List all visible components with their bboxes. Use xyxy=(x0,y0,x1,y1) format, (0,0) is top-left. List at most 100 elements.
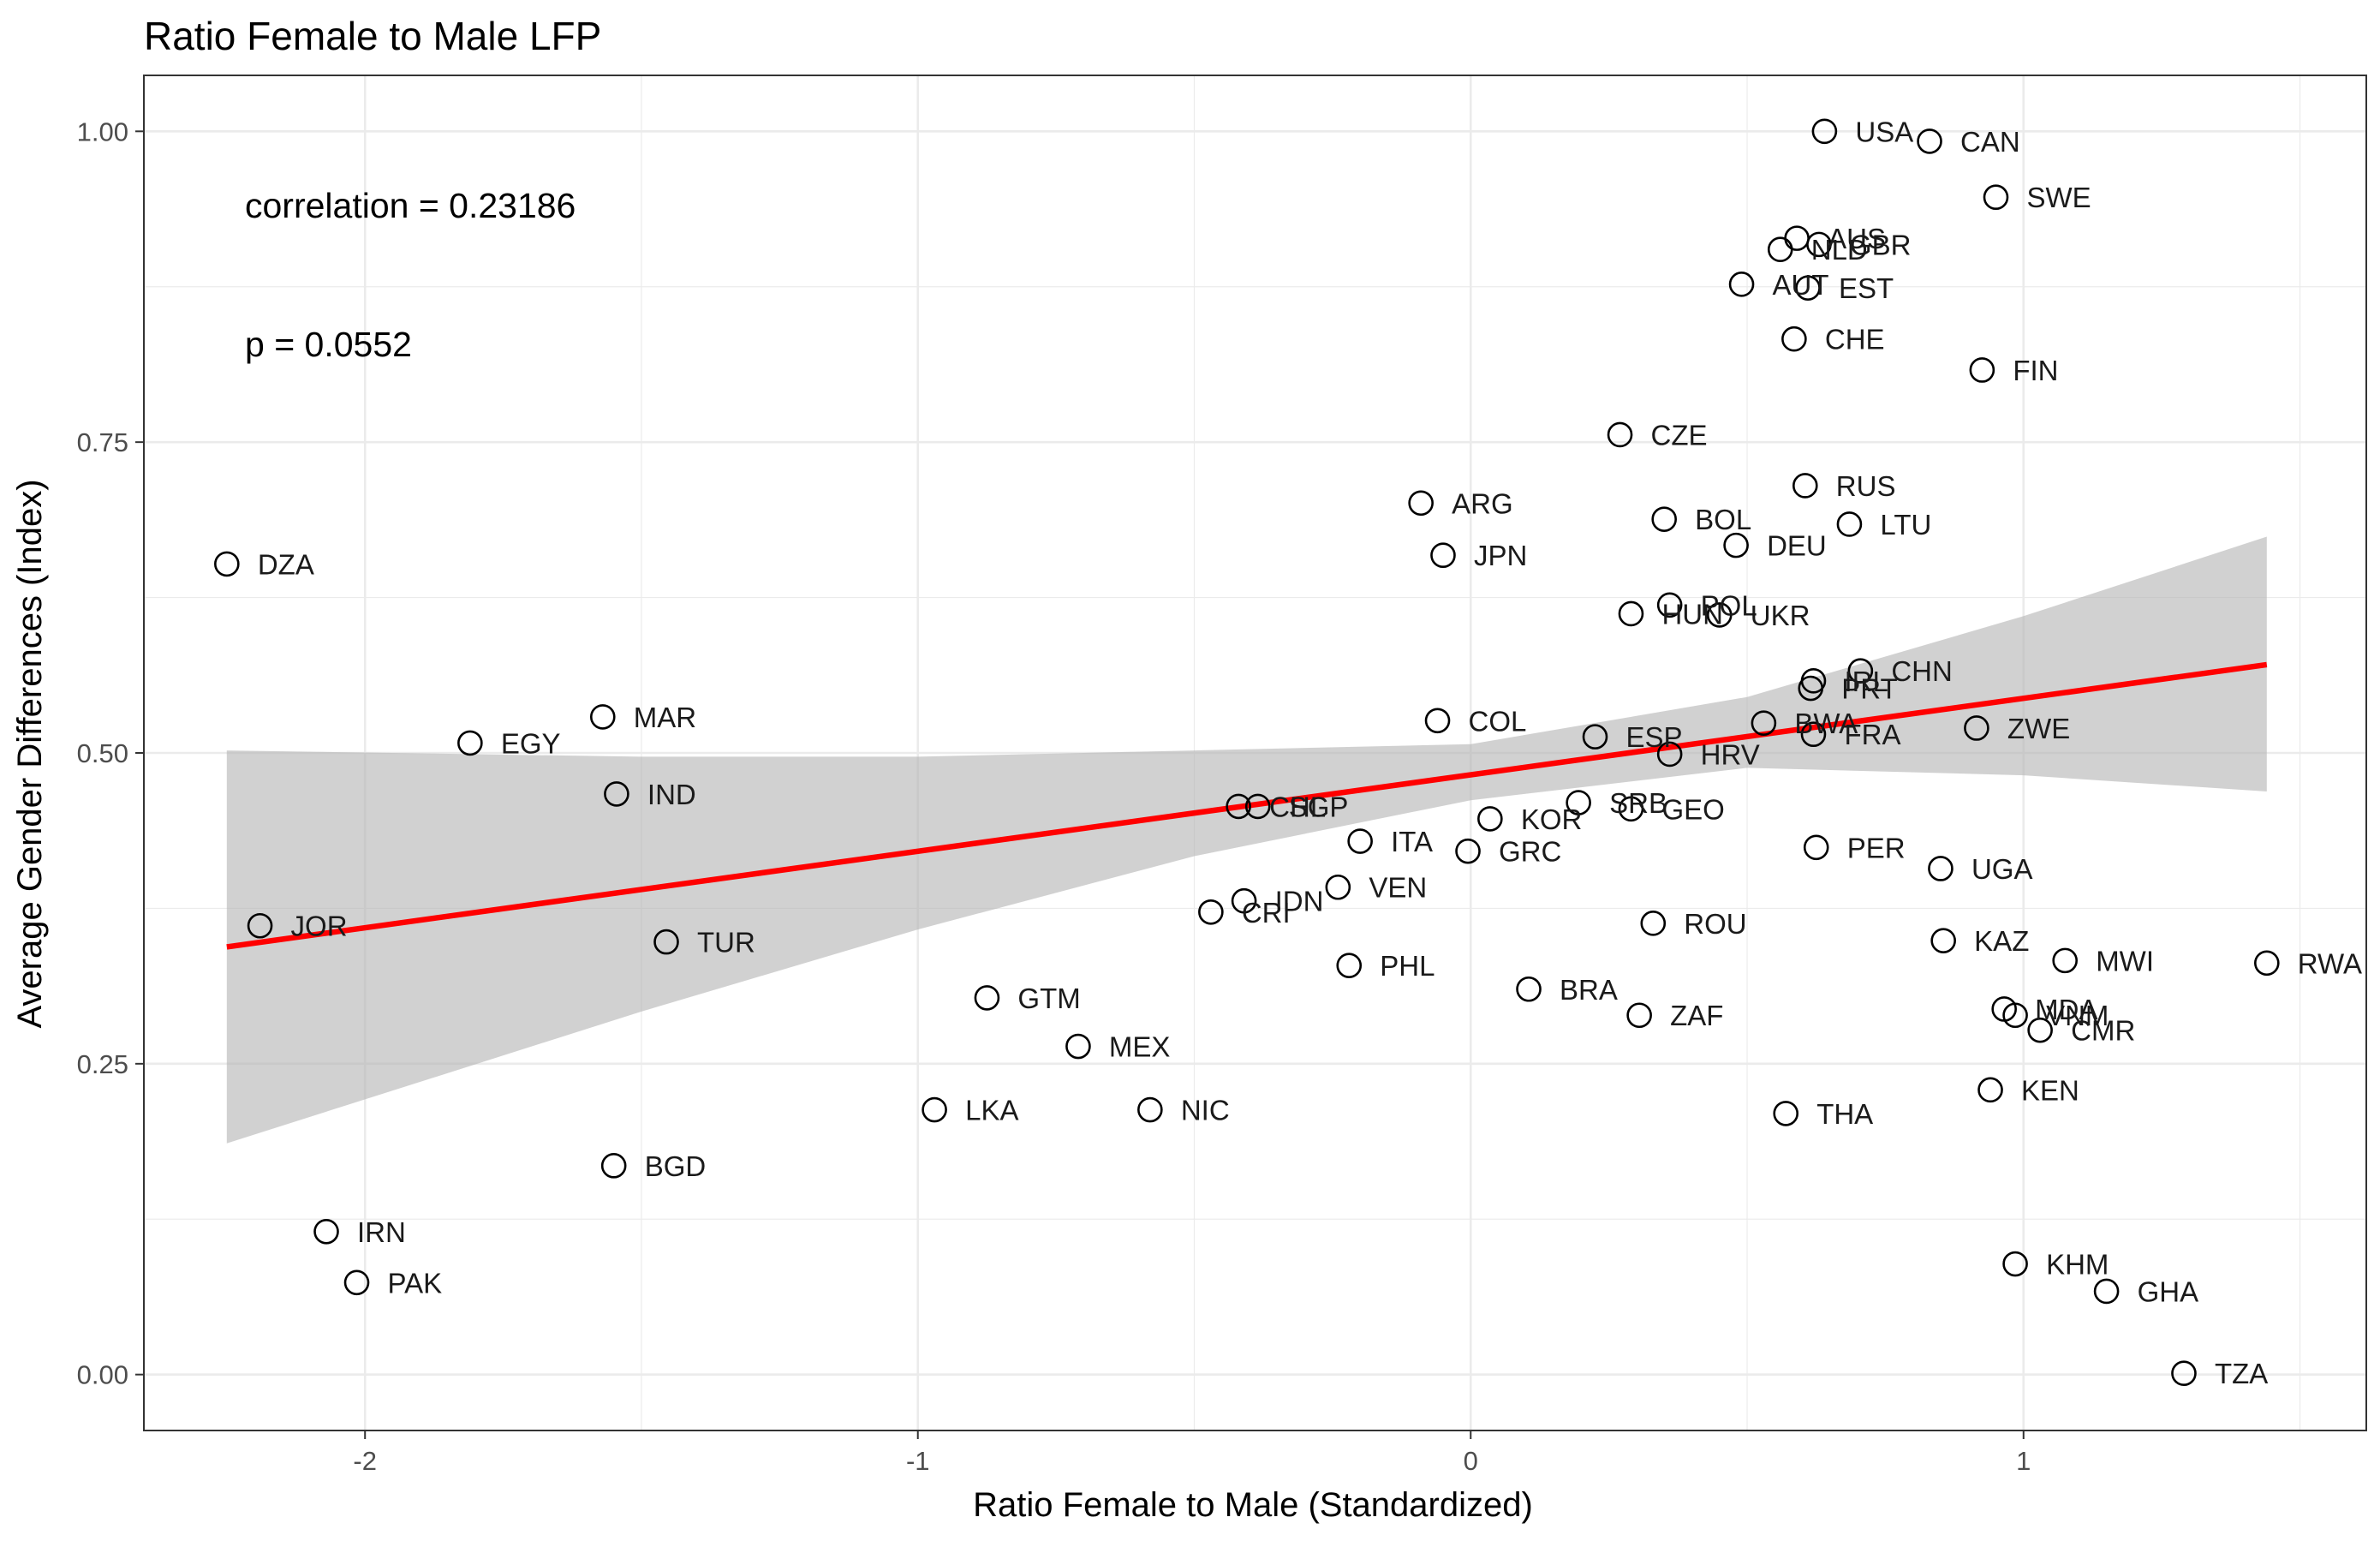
x-axis-title: Ratio Female to Male (Standardized) xyxy=(973,1486,1533,1524)
point-label-pol: POL xyxy=(1701,589,1757,621)
data-point-kaz xyxy=(1930,928,1956,953)
data-point-fra xyxy=(1800,721,1827,748)
data-point-rus xyxy=(1792,473,1818,499)
point-label-bgd: BGD xyxy=(645,1150,707,1182)
point-label-kaz: KAZ xyxy=(1974,925,2029,957)
data-point-idn xyxy=(1231,887,1257,914)
point-label-ken: KEN xyxy=(2021,1074,2079,1106)
point-label-zwe: ZWE xyxy=(2007,713,2070,744)
data-point-ltu xyxy=(1836,511,1863,537)
data-point-tur xyxy=(653,929,679,955)
data-point-sgp xyxy=(1244,793,1271,820)
data-point-jpn xyxy=(1430,542,1456,569)
confidence-band xyxy=(226,536,2267,1144)
point-label-est: EST xyxy=(1839,272,1894,304)
data-point-nic xyxy=(1137,1096,1163,1123)
data-point-cze xyxy=(1607,421,1633,448)
data-point-vnm xyxy=(2002,1002,2028,1029)
data-point-srb xyxy=(1566,790,1591,815)
data-point-ukr xyxy=(1706,602,1733,628)
x-tick-label: 0 xyxy=(1464,1446,1478,1476)
data-point-che xyxy=(1781,326,1807,352)
point-label-rou: ROU xyxy=(1684,908,1746,940)
data-point-mar xyxy=(589,704,616,730)
point-label-col: COL xyxy=(1469,705,1527,737)
y-tick-label: 0.00 xyxy=(77,1360,128,1390)
point-label-bra: BRA xyxy=(1560,974,1618,1006)
data-point-ind xyxy=(604,781,629,807)
data-point-usa xyxy=(1811,118,1838,145)
data-point-egy xyxy=(457,730,483,756)
data-point-hun xyxy=(1618,600,1644,627)
data-point-est xyxy=(1795,275,1821,301)
point-label-bol: BOL xyxy=(1695,504,1751,535)
point-label-sgp: SGP xyxy=(1289,791,1349,822)
data-point-deu xyxy=(1723,532,1749,558)
point-label-gbr: GBR xyxy=(1850,229,1912,260)
confidence-band-layer xyxy=(226,536,2267,1144)
point-label-grc: GRC xyxy=(1499,836,1561,868)
point-label-per: PER xyxy=(1847,832,1906,863)
point-label-cri: CRI xyxy=(1242,897,1291,929)
point-label-usa: USA xyxy=(1855,116,1913,147)
point-label-uga: UGA xyxy=(1971,853,2033,885)
data-point-esp xyxy=(1582,724,1608,750)
point-label-arg: ARG xyxy=(1452,487,1513,519)
point-label-jpn: JPN xyxy=(1474,540,1527,571)
data-point-bwa xyxy=(1751,710,1777,736)
data-point-rwa xyxy=(2254,950,2280,977)
data-points xyxy=(214,118,2280,1387)
point-label-hrv: HRV xyxy=(1701,738,1760,770)
x-tick-label: 1 xyxy=(2016,1446,2031,1476)
point-label-ltu: LTU xyxy=(1880,509,1931,541)
data-point-hrv xyxy=(1656,741,1683,768)
point-label-rus: RUS xyxy=(1836,470,1896,502)
data-point-bol xyxy=(1651,506,1677,532)
x-tick-label: -1 xyxy=(906,1446,930,1476)
point-label-ita: ITA xyxy=(1391,826,1433,857)
data-point-gha xyxy=(2093,1278,2120,1305)
point-label-geo: GEO xyxy=(1661,793,1724,825)
data-point-rou xyxy=(1640,911,1667,936)
point-label-nic: NIC xyxy=(1181,1095,1230,1126)
point-label-esp: ESP xyxy=(1625,721,1682,753)
data-point-per xyxy=(1803,834,1829,861)
point-label-gtm: GTM xyxy=(1017,983,1080,1014)
y-tick-label: 0.50 xyxy=(77,738,128,768)
point-label-dza: DZA xyxy=(258,548,314,580)
y-tick-label: 1.00 xyxy=(77,116,128,146)
data-point-pak xyxy=(343,1269,370,1296)
data-point-jor xyxy=(247,912,273,939)
data-point-bgd xyxy=(600,1153,627,1179)
point-label-cmr: CMR xyxy=(2071,1015,2135,1047)
data-point-col xyxy=(1424,708,1451,734)
data-point-nld xyxy=(1767,236,1793,262)
y-axis-title: Average Gender Differences (Index) xyxy=(11,479,49,1028)
data-point-zwe xyxy=(1964,715,1989,741)
data-point-cmr xyxy=(2027,1017,2053,1043)
point-label-egy: EGY xyxy=(501,727,561,759)
data-point-cri xyxy=(1198,899,1224,925)
point-label-swe: SWE xyxy=(2027,182,2091,213)
point-label-nld: NLD xyxy=(1811,234,1868,266)
correlation-annotation: correlation = 0.23186 xyxy=(245,186,576,225)
point-label-irn: IRN xyxy=(357,1216,406,1248)
point-label-mwi: MWI xyxy=(2096,945,2154,977)
data-point-dza xyxy=(214,551,240,577)
data-point-aut xyxy=(1728,272,1755,297)
data-point-ken xyxy=(1977,1077,2003,1103)
data-point-zaf xyxy=(1626,1002,1652,1029)
point-label-tza: TZA xyxy=(2215,1358,2268,1389)
data-point-khm xyxy=(2002,1251,2028,1277)
point-label-mex: MEX xyxy=(1109,1031,1171,1063)
data-point-fin xyxy=(1969,357,1995,383)
point-label-gha: GHA xyxy=(2138,1275,2199,1307)
point-label-fin: FIN xyxy=(2013,355,2058,386)
data-point-gtm xyxy=(974,985,1000,1011)
point-label-deu: DEU xyxy=(1767,530,1827,562)
p-value-annotation: p = 0.0552 xyxy=(245,325,412,364)
point-label-rwa: RWA xyxy=(2298,947,2362,979)
point-label-can: CAN xyxy=(1960,126,2020,158)
